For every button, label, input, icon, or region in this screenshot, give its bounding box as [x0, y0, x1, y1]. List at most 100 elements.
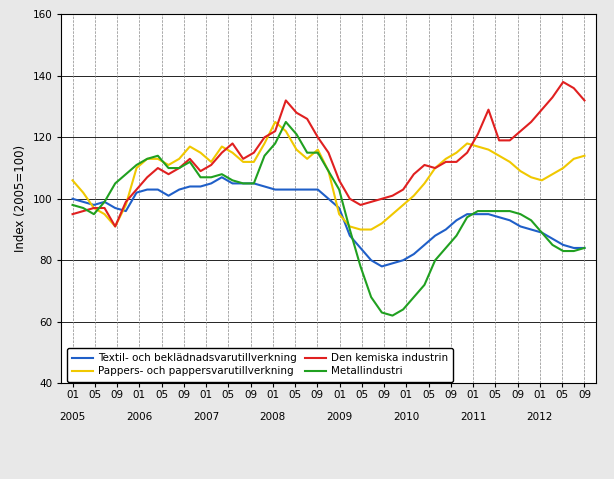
Textil- och beklädnadsvarutillverkning	[239, 181, 247, 186]
Metallindustri	[367, 294, 375, 300]
Textil- och beklädnadsvarutillverkning	[101, 199, 108, 205]
Textil- och beklädnadsvarutillverkning	[250, 181, 257, 186]
Textil- och beklädnadsvarutillverkning	[442, 227, 449, 232]
Pappers- och pappersvarutillverkning	[474, 144, 481, 149]
Pappers- och pappersvarutillverkning	[90, 205, 98, 211]
Textil- och beklädnadsvarutillverkning	[271, 187, 279, 193]
Den kemiska industrin	[90, 205, 98, 211]
Pappers- och pappersvarutillverkning	[186, 144, 193, 149]
Pappers- och pappersvarutillverkning	[335, 211, 343, 217]
Pappers- och pappersvarutillverkning	[485, 147, 492, 152]
Metallindustri	[346, 227, 354, 232]
Textil- och beklädnadsvarutillverkning	[495, 215, 503, 220]
Textil- och beklädnadsvarutillverkning	[570, 245, 578, 251]
Den kemiska industrin	[261, 135, 268, 140]
Metallindustri	[122, 171, 130, 177]
Den kemiska industrin	[122, 199, 130, 205]
Den kemiska industrin	[314, 135, 322, 140]
Metallindustri	[474, 208, 481, 214]
Den kemiska industrin	[400, 187, 407, 193]
Metallindustri	[293, 131, 300, 137]
Metallindustri	[495, 208, 503, 214]
Textil- och beklädnadsvarutillverkning	[90, 202, 98, 208]
Metallindustri	[101, 199, 108, 205]
Pappers- och pappersvarutillverkning	[176, 156, 183, 162]
Pappers- och pappersvarutillverkning	[69, 178, 76, 183]
Textil- och beklädnadsvarutillverkning	[464, 211, 471, 217]
Line: Pappers- och pappersvarutillverkning: Pappers- och pappersvarutillverkning	[72, 122, 585, 229]
Metallindustri	[90, 211, 98, 217]
Textil- och beklädnadsvarutillverkning	[346, 233, 354, 239]
Pappers- och pappersvarutillverkning	[378, 220, 386, 226]
Metallindustri	[335, 187, 343, 193]
Den kemiska industrin	[229, 141, 236, 147]
Pappers- och pappersvarutillverkning	[144, 156, 151, 162]
Pappers- och pappersvarutillverkning	[453, 150, 460, 156]
Metallindustri	[549, 242, 556, 248]
Pappers- och pappersvarutillverkning	[346, 224, 354, 229]
Pappers- och pappersvarutillverkning	[229, 150, 236, 156]
Textil- och beklädnadsvarutillverkning	[400, 257, 407, 263]
Den kemiska industrin	[133, 187, 140, 193]
Textil- och beklädnadsvarutillverkning	[581, 245, 588, 251]
Den kemiska industrin	[144, 174, 151, 180]
Metallindustri	[79, 205, 87, 211]
Metallindustri	[517, 211, 524, 217]
Textil- och beklädnadsvarutillverkning	[357, 245, 364, 251]
Den kemiska industrin	[325, 150, 332, 156]
Metallindustri	[559, 248, 567, 254]
Pappers- och pappersvarutillverkning	[293, 147, 300, 152]
Den kemiska industrin	[485, 107, 492, 113]
Textil- och beklädnadsvarutillverkning	[517, 224, 524, 229]
Pappers- och pappersvarutillverkning	[581, 153, 588, 159]
Pappers- och pappersvarutillverkning	[570, 156, 578, 162]
Textil- och beklädnadsvarutillverkning	[165, 193, 172, 199]
Metallindustri	[485, 208, 492, 214]
Pappers- och pappersvarutillverkning	[527, 174, 535, 180]
Metallindustri	[250, 181, 257, 186]
Pappers- och pappersvarutillverkning	[325, 168, 332, 174]
Textil- och beklädnadsvarutillverkning	[122, 208, 130, 214]
Metallindustri	[464, 215, 471, 220]
Pappers- och pappersvarutillverkning	[421, 181, 428, 186]
Textil- och beklädnadsvarutillverkning	[197, 183, 204, 189]
Textil- och beklädnadsvarutillverkning	[453, 217, 460, 223]
Textil- och beklädnadsvarutillverkning	[218, 174, 225, 180]
Den kemiska industrin	[357, 202, 364, 208]
Metallindustri	[112, 181, 119, 186]
Den kemiska industrin	[176, 165, 183, 171]
Pappers- och pappersvarutillverkning	[282, 128, 290, 134]
Textil- och beklädnadsvarutillverkning	[378, 263, 386, 269]
Metallindustri	[442, 245, 449, 251]
Textil- och beklädnadsvarutillverkning	[144, 187, 151, 193]
Textil- och beklädnadsvarutillverkning	[325, 196, 332, 202]
Metallindustri	[325, 168, 332, 174]
Pappers- och pappersvarutillverkning	[101, 211, 108, 217]
Pappers- och pappersvarutillverkning	[389, 211, 396, 217]
Pappers- och pappersvarutillverkning	[122, 202, 130, 208]
Textil- och beklädnadsvarutillverkning	[79, 199, 87, 205]
Den kemiska industrin	[367, 199, 375, 205]
Textil- och beklädnadsvarutillverkning	[69, 196, 76, 202]
Metallindustri	[506, 208, 513, 214]
Den kemiska industrin	[464, 150, 471, 156]
Textil- och beklädnadsvarutillverkning	[293, 187, 300, 193]
Metallindustri	[581, 245, 588, 251]
Textil- och beklädnadsvarutillverkning	[282, 187, 290, 193]
Pappers- och pappersvarutillverkning	[538, 178, 545, 183]
Den kemiska industrin	[378, 196, 386, 202]
Textil- och beklädnadsvarutillverkning	[549, 236, 556, 241]
Metallindustri	[570, 248, 578, 254]
Textil- och beklädnadsvarutillverkning	[133, 190, 140, 195]
Metallindustri	[432, 257, 439, 263]
Den kemiska industrin	[410, 171, 418, 177]
Metallindustri	[144, 156, 151, 162]
Metallindustri	[303, 150, 311, 156]
Pappers- och pappersvarutillverkning	[250, 159, 257, 165]
Den kemiska industrin	[495, 137, 503, 143]
Den kemiska industrin	[293, 110, 300, 115]
Textil- och beklädnadsvarutillverkning	[154, 187, 161, 193]
Line: Textil- och beklädnadsvarutillverkning: Textil- och beklädnadsvarutillverkning	[72, 177, 585, 266]
Pappers- och pappersvarutillverkning	[506, 159, 513, 165]
Textil- och beklädnadsvarutillverkning	[559, 242, 567, 248]
